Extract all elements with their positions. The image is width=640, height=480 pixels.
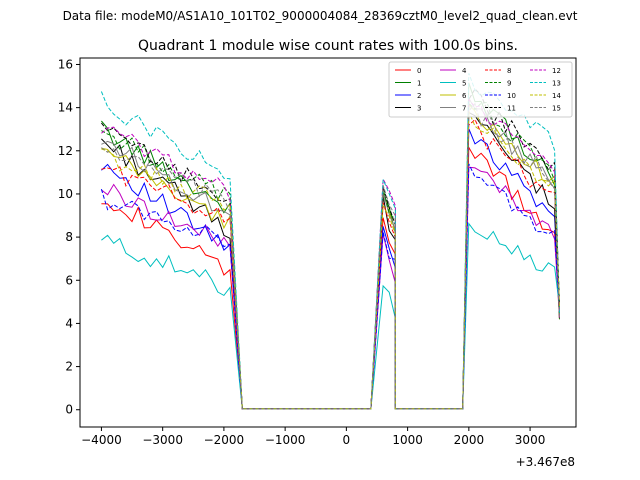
x-tick-label: −2000 bbox=[204, 433, 245, 447]
y-tick-label: 4 bbox=[65, 316, 73, 330]
series-line-14 bbox=[101, 111, 560, 410]
figure-suptitle: Data file: modeM0/AS1A10_101T02_90000040… bbox=[63, 9, 578, 23]
legend-label: 8 bbox=[507, 67, 511, 75]
series-line-15 bbox=[101, 102, 560, 410]
y-tick-label: 2 bbox=[65, 360, 73, 374]
y-tick-label: 10 bbox=[58, 187, 73, 201]
y-tick-label: 16 bbox=[58, 57, 73, 71]
series-line-8 bbox=[101, 118, 560, 410]
x-tick-label: −1000 bbox=[265, 433, 306, 447]
x-tick-label: 3000 bbox=[515, 433, 546, 447]
axes: −4000 −3000 −2000 −1000 0 1000 2000 30000246810… bbox=[58, 57, 577, 447]
legend-label: 0 bbox=[417, 67, 421, 75]
legend-label: 3 bbox=[417, 105, 421, 113]
legend-label: 12 bbox=[552, 67, 561, 75]
legend-label: 10 bbox=[507, 92, 516, 100]
x-tick-label: 2000 bbox=[454, 433, 485, 447]
y-tick-label: 6 bbox=[65, 273, 73, 287]
y-tick-label: 8 bbox=[65, 230, 73, 244]
legend-label: 14 bbox=[552, 92, 561, 100]
x-tick-label: −3000 bbox=[142, 433, 183, 447]
x-tick-label: 1000 bbox=[392, 433, 423, 447]
y-tick-label: 12 bbox=[58, 144, 73, 158]
y-tick-label: 0 bbox=[65, 403, 73, 417]
y-tick-label: 14 bbox=[58, 101, 73, 115]
x-tick-label: −4000 bbox=[81, 433, 122, 447]
legend-label: 4 bbox=[462, 67, 467, 75]
chart-title: Quadrant 1 module wise count rates with … bbox=[138, 38, 518, 54]
legend-label: 15 bbox=[552, 105, 561, 113]
legend-label: 6 bbox=[462, 92, 467, 100]
legend-label: 5 bbox=[462, 80, 466, 88]
legend-label: 2 bbox=[417, 92, 421, 100]
x-tick-label: 0 bbox=[343, 433, 351, 447]
legend-label: 9 bbox=[507, 80, 511, 88]
legend-label: 1 bbox=[417, 80, 421, 88]
legend-label: 11 bbox=[507, 105, 516, 113]
legend-label: 7 bbox=[462, 105, 466, 113]
x-offset-label: +3.467e8 bbox=[516, 455, 575, 469]
axes-frame bbox=[79, 57, 577, 428]
legend-box bbox=[388, 61, 573, 118]
legend-label: 13 bbox=[552, 80, 561, 88]
